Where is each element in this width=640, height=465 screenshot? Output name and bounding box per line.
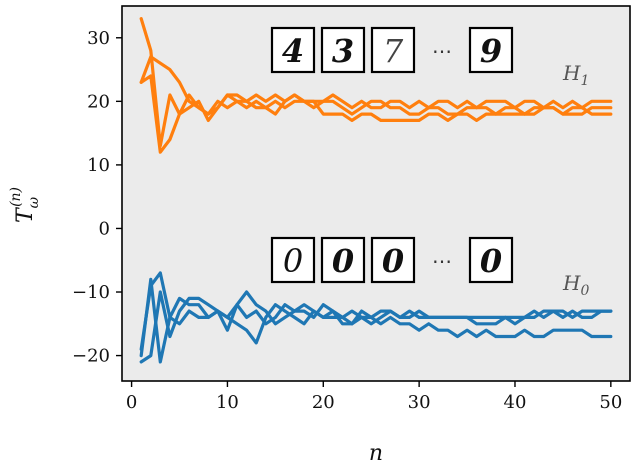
y-tick-label: 30 [87,28,110,49]
x-tick-label: 40 [504,392,527,413]
handwritten-digit: 0 [332,242,354,280]
y-axis-label-sup: (n) [8,187,24,207]
handwritten-digit: 0 [382,242,404,280]
digit-thumbnail-frame [270,26,316,74]
hypothesis-symbol-h1: H [562,61,581,85]
plot-frame [121,5,631,382]
handwritten-digit: 9 [480,32,502,70]
x-tick-label: 0 [126,392,137,413]
hypothesis-label-h0: H0 [562,271,589,299]
y-tick-label: −10 [72,282,110,303]
hypothesis-symbol-h0: H [562,271,581,295]
handwritten-digit: 0 [480,242,502,280]
x-tick-label: 50 [599,392,622,413]
digit-strip-ellipsis: ⋯ [432,39,452,63]
x-axis-label: n [369,441,383,465]
y-axis-label-sub: ω [26,196,42,208]
y-tick-label: 10 [87,155,110,176]
series-line-h0-1 [139,277,613,364]
handwritten-digit: 3 [332,32,354,70]
digit-thumbnail-frame [370,26,416,74]
y-tick-label: 20 [87,91,110,112]
series-line-h0-3 [139,290,613,364]
y-axis-label: Tω(n) [8,187,42,223]
handwritten-digit: 7 [383,32,404,70]
series-line-h1-1 [139,17,613,148]
series-line-h1-3 [139,55,613,123]
y-tick-label: −20 [72,346,110,367]
hypothesis-sub-h1: 1 [580,73,589,89]
handwritten-digit: 4 [282,32,304,70]
digit-thumbnail-frame [468,26,514,74]
digit-strips: 4 3 7 9⋯0 0 0 0⋯ [270,26,514,284]
y-axis-label-main: T [13,206,38,223]
series-lines [139,17,613,364]
hypothesis-sub-h0: 0 [580,283,589,299]
y-tick-label: 0 [99,218,110,239]
x-tick-label: 10 [216,392,239,413]
hypothesis-label-h1: H1 [562,61,589,89]
handwritten-digit: 0 [283,242,303,280]
x-tick-label: 30 [408,392,431,413]
digit-thumbnail-frame [320,26,366,74]
digit-thumbnail-frame [320,236,366,284]
digit-thumbnail-frame [370,236,416,284]
digit-strip-ellipsis: ⋯ [432,249,452,273]
svg-text:Tω(n): Tω(n) [8,187,42,223]
x-tick-label: 20 [312,392,335,413]
digit-thumbnail-frame [468,236,514,284]
digit-thumbnail-frame [270,236,316,284]
